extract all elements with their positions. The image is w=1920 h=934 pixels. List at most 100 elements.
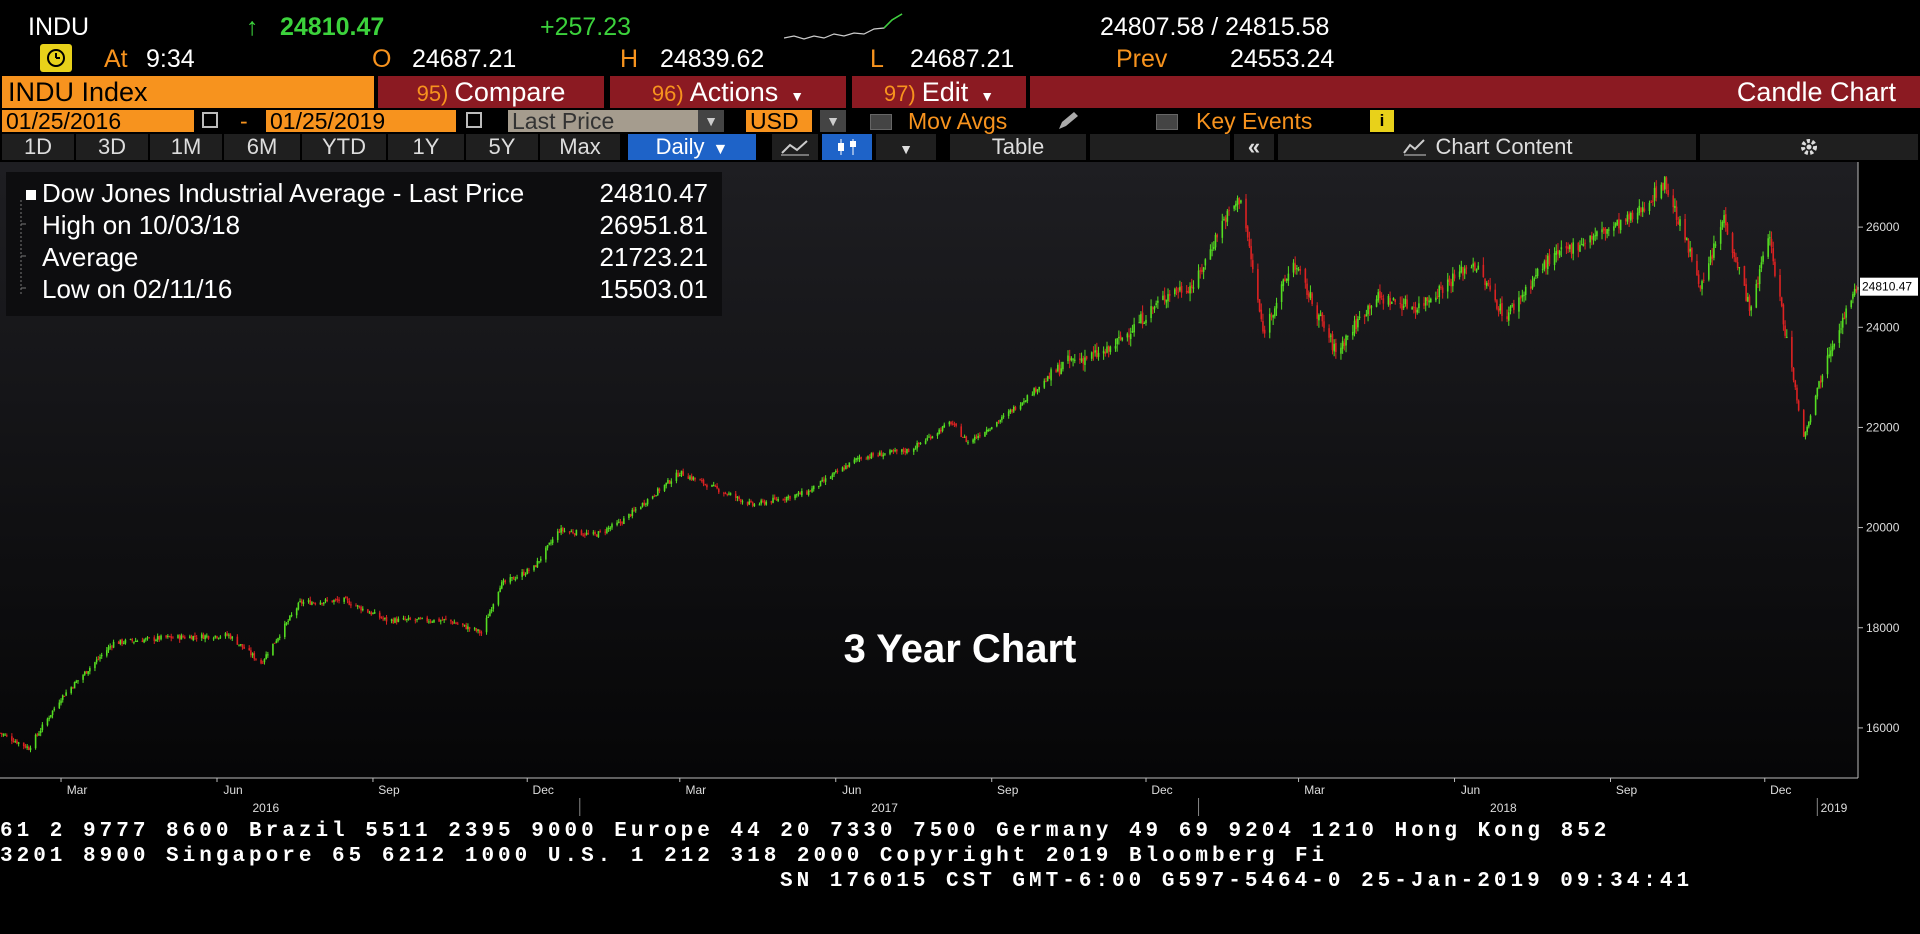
candle <box>26 743 28 750</box>
candle <box>272 643 274 656</box>
candle <box>182 634 184 639</box>
line-chart-icon[interactable] <box>772 134 818 160</box>
candle <box>1294 256 1296 275</box>
candle <box>1826 347 1829 379</box>
candle <box>72 686 74 689</box>
candle <box>229 633 232 640</box>
candle <box>1150 299 1152 323</box>
candle <box>48 715 50 722</box>
chevron-down-icon[interactable]: ▼ <box>820 110 846 132</box>
candle <box>248 645 251 651</box>
period-1d[interactable]: 1D <box>2 134 74 160</box>
candle <box>892 448 895 455</box>
candle <box>350 601 352 609</box>
compare-menu[interactable]: 95) Compare <box>378 76 604 108</box>
candle <box>633 506 635 513</box>
candle <box>338 597 340 604</box>
calendar-icon[interactable] <box>466 112 482 128</box>
pencil-icon[interactable] <box>1056 110 1082 132</box>
candle <box>1399 296 1402 309</box>
candle <box>1346 335 1349 341</box>
gear-icon[interactable] <box>1700 134 1918 160</box>
calendar-icon[interactable] <box>202 112 218 128</box>
candle <box>806 489 808 495</box>
candle <box>570 529 573 533</box>
candle <box>1145 315 1147 326</box>
candle <box>1341 336 1344 354</box>
candle-chart-icon[interactable] <box>822 134 872 160</box>
chart-content-button[interactable]: Chart Content <box>1278 134 1696 160</box>
candle <box>914 445 917 450</box>
candle <box>1519 295 1522 305</box>
candle <box>302 599 305 607</box>
chevron-down-icon[interactable]: ▼ <box>876 134 936 160</box>
candle <box>1808 421 1810 429</box>
candle <box>1641 201 1644 218</box>
table-button[interactable]: Table <box>950 134 1086 160</box>
candle <box>1073 354 1076 364</box>
chevron-down-icon[interactable]: ▼ <box>698 110 724 132</box>
key-events-checkbox[interactable] <box>1156 114 1178 130</box>
candle <box>701 478 703 483</box>
candle <box>299 598 301 603</box>
candle <box>499 585 501 593</box>
candle <box>1031 391 1034 396</box>
alert-clock-icon[interactable] <box>40 44 72 72</box>
mov-avgs-checkbox[interactable] <box>870 114 892 130</box>
y-tick-label: 24000 <box>1866 320 1900 334</box>
candle <box>1604 227 1607 241</box>
currency-select[interactable]: USD <box>746 110 812 133</box>
candle <box>890 449 893 453</box>
candle <box>972 438 974 444</box>
start-date-field[interactable]: 01/25/2016 <box>2 110 194 133</box>
candle <box>1213 241 1215 251</box>
candle <box>1197 264 1200 290</box>
period-1m[interactable]: 1M <box>150 134 222 160</box>
candle <box>1450 278 1452 294</box>
period-1y[interactable]: 1Y <box>388 134 464 160</box>
x-year-label: 2018 <box>1490 801 1517 815</box>
candle <box>1080 352 1083 363</box>
candle <box>177 634 179 639</box>
frequency-select[interactable]: Daily ▼ <box>628 134 756 160</box>
candle <box>628 513 630 521</box>
candle <box>853 457 856 465</box>
info-icon[interactable]: i <box>1370 110 1394 132</box>
candle <box>1211 242 1213 257</box>
x-axis: Mar Jun Sep Dec Mar Jun Sep Dec Mar Jun Sep Dec 2016… <box>0 777 1858 816</box>
candle <box>572 528 574 535</box>
candle <box>528 567 530 574</box>
candle <box>228 633 230 639</box>
candle <box>1458 264 1461 280</box>
period-6m[interactable]: 6M <box>224 134 300 160</box>
candle <box>533 565 535 572</box>
candle <box>1460 260 1463 274</box>
candle <box>1738 266 1741 275</box>
candle <box>738 495 740 502</box>
period-max[interactable]: Max <box>540 134 620 160</box>
edit-menu[interactable]: 97) Edit ▼ <box>852 76 1026 108</box>
candle <box>314 602 317 606</box>
candle <box>641 502 644 508</box>
candle <box>333 599 335 605</box>
candle <box>1791 330 1793 372</box>
candle <box>1545 254 1547 275</box>
collapse-icon[interactable]: « <box>1234 134 1274 160</box>
candle <box>711 484 713 487</box>
legend-average-label: Average <box>42 242 139 272</box>
period-5y[interactable]: 5Y <box>466 134 538 160</box>
period-ytd[interactable]: YTD <box>302 134 386 160</box>
candle <box>275 638 278 644</box>
actions-menu[interactable]: 96) Actions ▼ <box>610 76 846 108</box>
candle <box>1328 324 1330 343</box>
candle <box>236 634 239 645</box>
candle <box>655 495 657 497</box>
candle <box>1607 227 1610 237</box>
security-field[interactable]: INDU Index <box>2 76 374 108</box>
price-field-select[interactable]: Last Price <box>508 110 698 133</box>
end-date-field[interactable]: 01/25/2019 <box>266 110 456 133</box>
candle <box>1263 325 1266 338</box>
candle <box>1453 269 1456 282</box>
period-3d[interactable]: 3D <box>76 134 148 160</box>
candle <box>860 456 862 461</box>
